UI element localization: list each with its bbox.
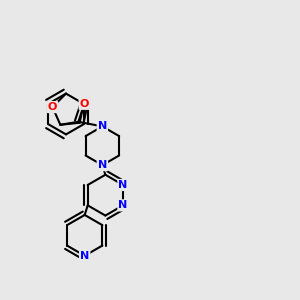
Text: N: N: [80, 251, 89, 261]
Text: N: N: [118, 200, 128, 210]
Text: N: N: [98, 160, 107, 170]
Text: N: N: [118, 180, 128, 190]
Text: N: N: [98, 122, 107, 131]
Text: O: O: [48, 102, 57, 112]
Text: O: O: [80, 99, 89, 109]
